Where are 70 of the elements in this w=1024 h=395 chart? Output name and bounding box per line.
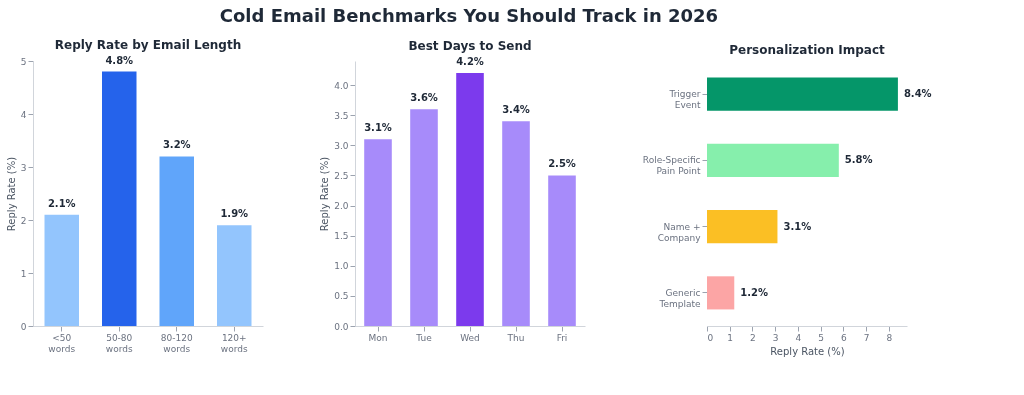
data-label: 1.9% <box>220 208 249 220</box>
data-label: 1.2% <box>740 286 769 298</box>
x-tick-label: 6 <box>841 332 847 343</box>
y-tick-label: 5 <box>20 56 27 67</box>
data-label: 3.4% <box>502 104 530 116</box>
y-tick-label: Role-Specific Pain Point <box>642 155 701 177</box>
y-tick-label: 2.5 <box>334 170 349 181</box>
x-tick-label: <50 words <box>48 332 76 354</box>
bar <box>707 210 778 244</box>
x-axis-title: Reply Rate (%) <box>770 345 845 357</box>
bar <box>217 225 252 326</box>
bar <box>707 276 735 310</box>
data-label: 2.5% <box>548 158 576 170</box>
bar <box>707 143 839 177</box>
data-label: 3.1% <box>783 220 812 232</box>
chart-title: Personalization Impact <box>729 43 886 57</box>
chart-title: Reply Rate by Email Length <box>54 37 242 52</box>
x-tick-label: 4 <box>795 332 802 343</box>
y-tick-label: 1 <box>20 268 27 279</box>
x-tick-label: 2 <box>750 332 756 343</box>
y-tick-label: 3.0 <box>334 140 349 151</box>
x-tick-label: Thu <box>506 332 525 343</box>
x-tick-label: Fri <box>556 332 568 343</box>
bar <box>159 156 194 326</box>
data-label: 3.1% <box>364 122 392 134</box>
bar <box>102 71 137 326</box>
chart-title: Best Days to Send <box>408 39 532 54</box>
y-tick-label: 0.5 <box>334 291 349 302</box>
data-label: 2.1% <box>47 197 76 209</box>
x-tick-label: 8 <box>886 332 893 343</box>
y-tick-label: Trigger Event <box>668 89 701 111</box>
data-label: 3.6% <box>410 92 438 104</box>
y-tick-label: 3 <box>20 162 27 173</box>
x-tick-label: Wed <box>460 332 480 343</box>
x-tick-label: 1 <box>727 332 734 343</box>
y-tick-label: 1.0 <box>334 261 349 272</box>
bar <box>410 109 438 326</box>
y-tick-label: Generic Template <box>658 287 701 309</box>
y-tick-label: 2.0 <box>334 201 349 212</box>
x-tick-label: 50-80 words <box>105 332 133 354</box>
bar <box>548 175 576 326</box>
y-axis-title: Reply Rate (%) <box>319 156 331 232</box>
y-tick-label: 3.5 <box>334 110 349 121</box>
y-tick-label: 0.0 <box>334 321 349 332</box>
bar <box>707 77 898 111</box>
y-tick-label: Name + Company <box>657 221 702 243</box>
x-tick-label: 0 <box>707 332 714 343</box>
x-tick-label: 5 <box>818 332 824 343</box>
y-tick-label: 2 <box>20 215 27 226</box>
x-tick-label: 7 <box>863 332 870 343</box>
data-label: 3.2% <box>162 139 191 151</box>
y-tick-label: 4 <box>20 109 27 120</box>
x-tick-label: 3 <box>772 332 779 343</box>
bar <box>364 139 392 326</box>
y-tick-label: 1.5 <box>334 231 349 242</box>
bar <box>502 121 530 326</box>
data-label: 4.2% <box>456 56 484 68</box>
y-tick-label: 4.0 <box>334 80 349 91</box>
x-tick-label: 120+ words <box>220 332 248 354</box>
x-tick-label: Mon <box>368 332 388 343</box>
y-axis-title: Reply Rate (%) <box>5 156 17 232</box>
y-tick-label: 0 <box>20 321 27 332</box>
bar <box>456 73 484 326</box>
x-tick-label: 80-120 words <box>160 332 193 354</box>
bar <box>44 214 79 326</box>
data-label: 4.8% <box>105 54 134 66</box>
text: Cold Email Benchmarks You Should Track in 2026 <box>219 5 719 27</box>
x-tick-label: Tue <box>415 332 433 343</box>
data-label: 5.8% <box>844 154 873 166</box>
data-label: 8.4% <box>903 88 932 100</box>
